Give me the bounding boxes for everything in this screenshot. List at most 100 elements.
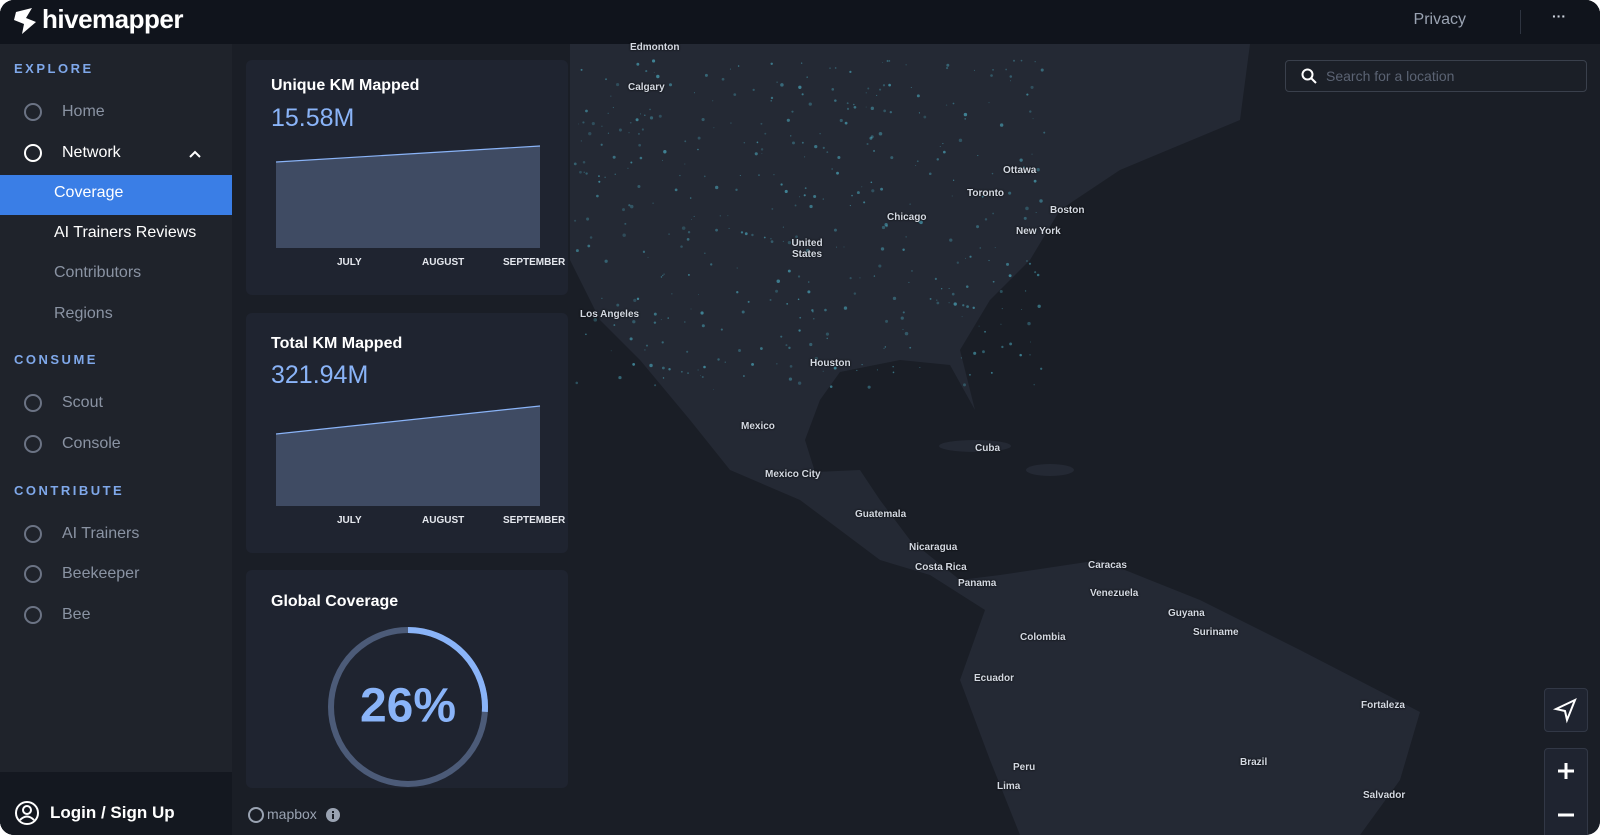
card-title: Unique KM Mapped bbox=[271, 77, 420, 94]
road-dot bbox=[900, 316, 904, 320]
road-dot bbox=[853, 292, 857, 295]
road-dot bbox=[939, 145, 941, 148]
road-dot bbox=[656, 74, 660, 79]
road-dot bbox=[687, 372, 689, 374]
road-dot bbox=[831, 88, 835, 91]
nav-item[interactable]: Contributors bbox=[54, 264, 142, 281]
attribution[interactable]: mapbox bbox=[267, 806, 317, 822]
nav-item[interactable]: Scout bbox=[62, 394, 103, 411]
road-dot bbox=[904, 331, 909, 336]
road-dot bbox=[1025, 229, 1027, 231]
nav-item[interactable]: Console bbox=[62, 435, 121, 452]
road-dot bbox=[737, 65, 740, 67]
road-dot bbox=[1034, 271, 1037, 274]
road-dot bbox=[645, 70, 648, 73]
road-dot bbox=[639, 113, 642, 115]
map-label: Toronto bbox=[967, 188, 1005, 199]
road-dot bbox=[770, 96, 774, 100]
road-dot bbox=[654, 384, 657, 387]
road-dot bbox=[604, 176, 606, 179]
nav-item[interactable]: Coverage bbox=[54, 184, 124, 201]
month-label: JULY bbox=[337, 515, 362, 526]
info-icon[interactable] bbox=[325, 807, 341, 823]
search-placeholder: Search for a location bbox=[1326, 68, 1455, 84]
nav-item[interactable]: Network bbox=[62, 144, 121, 161]
map-label: Colombia bbox=[1020, 632, 1066, 643]
road-dot bbox=[710, 263, 713, 266]
road-dot bbox=[735, 188, 738, 192]
nav-icon bbox=[24, 525, 42, 543]
road-dot bbox=[919, 220, 923, 225]
road-dot bbox=[1019, 353, 1022, 357]
nav-icon bbox=[24, 606, 42, 624]
road-dot bbox=[1006, 262, 1010, 266]
locate-button[interactable] bbox=[1544, 688, 1588, 732]
road-dot bbox=[582, 160, 586, 164]
more-menu[interactable]: ··· bbox=[1552, 8, 1566, 24]
road-dot bbox=[687, 273, 690, 276]
road-dot bbox=[701, 117, 705, 122]
road-dot bbox=[851, 194, 853, 197]
road-dot bbox=[720, 328, 723, 331]
road-dot bbox=[704, 252, 706, 254]
nav-item[interactable]: AI Trainers bbox=[62, 525, 140, 542]
road-dot bbox=[804, 187, 807, 190]
road-dot bbox=[787, 240, 792, 245]
road-dot bbox=[1039, 199, 1043, 203]
chevron[interactable] bbox=[188, 149, 202, 159]
road-dot bbox=[629, 121, 632, 124]
privacy-link[interactable]: Privacy bbox=[1413, 11, 1466, 28]
map-label: Caracas bbox=[1088, 560, 1127, 571]
road-dot bbox=[1020, 59, 1023, 62]
road-dot bbox=[1021, 308, 1023, 311]
nav-item[interactable]: Beekeeper bbox=[62, 565, 140, 582]
road-dot bbox=[740, 231, 744, 234]
user-icon bbox=[15, 801, 39, 825]
road-dot bbox=[1028, 262, 1032, 265]
road-dot bbox=[703, 175, 706, 178]
brand[interactable]: hivemapper bbox=[42, 4, 183, 34]
login-link[interactable]: Login / Sign Up bbox=[50, 803, 175, 822]
road-dot bbox=[667, 317, 669, 319]
road-dot bbox=[782, 226, 784, 228]
road-dot bbox=[965, 257, 966, 259]
zoom-controls[interactable] bbox=[1544, 748, 1588, 835]
month-label: SEPTEMBER bbox=[503, 515, 566, 526]
road-dot bbox=[888, 60, 891, 62]
road-dot bbox=[601, 297, 603, 299]
road-dot bbox=[784, 189, 788, 194]
road-dot bbox=[585, 333, 587, 336]
nav-item[interactable]: Bee bbox=[62, 606, 91, 623]
road-dot bbox=[876, 94, 878, 96]
road-dot bbox=[653, 321, 657, 324]
road-dot bbox=[1001, 307, 1003, 310]
search-box[interactable] bbox=[1285, 60, 1587, 92]
road-dot bbox=[591, 122, 595, 126]
road-dot bbox=[885, 224, 888, 228]
map-label: Fortaleza bbox=[1361, 700, 1405, 711]
road-dot bbox=[743, 141, 746, 144]
road-dot bbox=[916, 94, 920, 98]
road-dot bbox=[770, 238, 772, 240]
road-dot bbox=[622, 208, 625, 212]
road-dot bbox=[588, 131, 592, 136]
road-dot bbox=[825, 332, 830, 336]
road-dot bbox=[834, 99, 837, 102]
road-dot bbox=[586, 217, 590, 221]
road-dot bbox=[697, 148, 699, 151]
road-dot bbox=[610, 95, 612, 97]
map-label: Mexico bbox=[741, 421, 775, 432]
nav-item[interactable]: Home bbox=[62, 103, 105, 120]
road-dot bbox=[645, 344, 648, 347]
road-dot bbox=[849, 70, 852, 73]
road-dot bbox=[919, 367, 921, 368]
road-dot bbox=[1026, 260, 1028, 262]
road-dot bbox=[756, 141, 759, 144]
nav-item[interactable]: AI Trainers Reviews bbox=[54, 224, 197, 241]
road-dot bbox=[635, 118, 639, 122]
road-dot bbox=[885, 319, 889, 323]
road-dot bbox=[1023, 216, 1027, 220]
road-dot bbox=[813, 194, 817, 198]
nav-item[interactable]: Regions bbox=[54, 305, 113, 322]
road-dot bbox=[760, 148, 764, 151]
